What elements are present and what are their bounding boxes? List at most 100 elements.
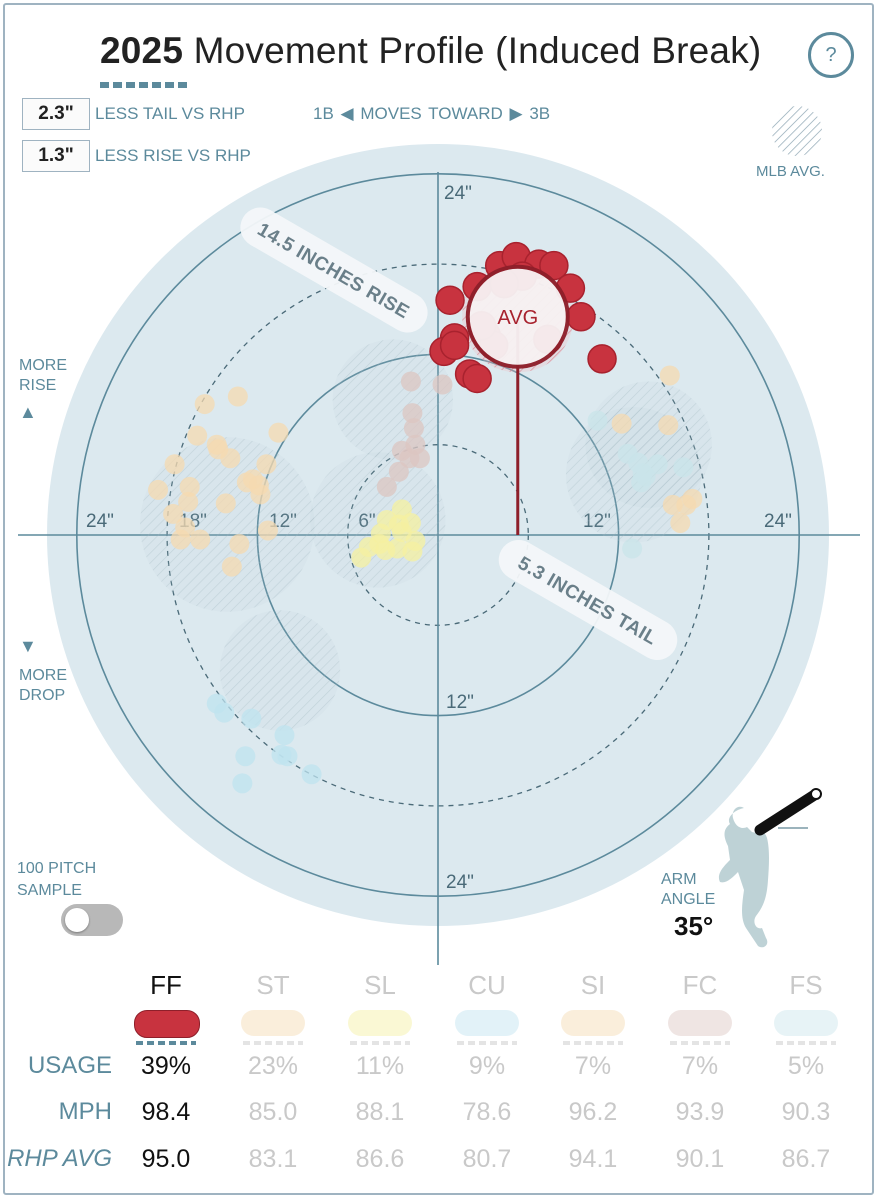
point-st <box>229 534 250 555</box>
mlb-avg-hatch-icon <box>772 106 822 156</box>
usage-cu: 9% <box>468 1052 506 1080</box>
point-fc <box>400 371 421 392</box>
point-cu <box>232 773 253 794</box>
toggle-knob <box>65 908 89 932</box>
point-si <box>670 512 691 533</box>
title-underline <box>100 82 190 88</box>
rhp-avg-fc: 90.1 <box>675 1145 725 1173</box>
point-fc <box>388 461 409 482</box>
arm-tip <box>810 788 822 800</box>
mph-sl: 88.1 <box>355 1098 405 1126</box>
tail-annotation-bg <box>498 540 678 660</box>
moves-toward-label: 1B ◀ MOVES TOWARD ▶ 3B <box>313 104 550 124</box>
point-ff <box>566 302 596 332</box>
arrow-right-icon: ▶ <box>509 104 523 123</box>
point-sl <box>400 512 421 533</box>
point-ff <box>587 344 617 374</box>
point-st <box>215 493 236 514</box>
pitch-header-fs[interactable]: FS <box>789 970 823 1000</box>
row-label-usage: USAGE <box>27 1052 112 1079</box>
point-ff <box>439 330 470 361</box>
rhp-avg-cu: 80.7 <box>462 1145 512 1173</box>
point-st <box>163 503 184 524</box>
more-rise-label: MORE RISE ▲ <box>19 357 67 422</box>
pitch-pill-underline <box>243 1041 303 1045</box>
moves-left-label: 1B <box>313 104 334 123</box>
pitch-pill-st[interactable] <box>241 1010 305 1036</box>
region-cu <box>219 610 341 731</box>
point-st <box>208 439 229 460</box>
rise-annotation-bg <box>240 207 428 333</box>
point-st <box>236 472 257 493</box>
title-text: Movement Profile (Induced Break) <box>193 30 762 71</box>
help-icon[interactable]: ? <box>808 32 854 78</box>
point-st <box>194 394 215 415</box>
usage-sl: 11% <box>355 1052 405 1080</box>
rise-diff-value: 1.3" <box>22 140 90 172</box>
point-st <box>257 520 278 541</box>
rhp-avg-si: 94.1 <box>568 1145 618 1173</box>
point-si <box>659 365 680 386</box>
tail-diff-label: LESS TAIL VS RHP <box>95 104 245 123</box>
pitch-pill-ff[interactable] <box>134 1010 200 1038</box>
ring-label-right_outer: 24" <box>764 511 792 532</box>
point-si <box>658 415 679 436</box>
mph-fc: 93.9 <box>675 1098 725 1126</box>
arm-angle-label: ARM ANGLE <box>661 871 716 908</box>
pitch-header-ff[interactable]: FF <box>150 970 182 1000</box>
arm-line <box>754 788 822 836</box>
triangle-down-icon: ▼ <box>19 636 37 656</box>
pitch-pill-fc[interactable] <box>668 1010 732 1036</box>
point-sl <box>402 541 423 562</box>
point-fs <box>617 443 638 464</box>
mph-fs: 90.3 <box>781 1098 831 1126</box>
point-cu <box>235 746 256 767</box>
point-st <box>187 425 208 446</box>
pitch-pill-underline <box>563 1041 623 1045</box>
pitch-pill-cu[interactable] <box>455 1010 519 1036</box>
pitch-pill-fs[interactable] <box>774 1010 838 1036</box>
pitch-pill-sl[interactable] <box>348 1010 412 1036</box>
point-ff <box>462 363 492 394</box>
pitch-header-cu[interactable]: CU <box>468 970 506 1000</box>
point-fs <box>647 454 668 475</box>
rhp-avg-st: 83.1 <box>248 1145 298 1173</box>
point-st <box>178 491 199 512</box>
point-st <box>190 529 211 550</box>
point-st <box>148 479 169 500</box>
rhp-avg-fs: 86.7 <box>781 1145 831 1173</box>
point-cu <box>277 746 298 767</box>
pitch-header-si[interactable]: SI <box>580 970 606 1000</box>
pitch-header-fc[interactable]: FC <box>682 970 718 1000</box>
point-st <box>256 454 277 475</box>
usage-st: 23% <box>247 1052 299 1080</box>
pitch-header-sl[interactable]: SL <box>364 970 396 1000</box>
mph-st: 85.0 <box>248 1098 298 1126</box>
pitcher-body <box>718 806 769 948</box>
pitch-header-st[interactable]: ST <box>256 970 290 1000</box>
point-fc <box>403 418 424 439</box>
point-st <box>221 556 242 577</box>
point-sl <box>375 540 396 561</box>
tail-diff-value: 2.3" <box>22 98 90 130</box>
ring-label-left_outer: 24" <box>86 511 114 532</box>
pitch-sample-toggle[interactable] <box>61 904 123 936</box>
pitch-pill-si[interactable] <box>561 1010 625 1036</box>
moves-right-label: 3B <box>529 104 551 123</box>
point-si <box>682 488 703 509</box>
point-cu <box>274 725 295 746</box>
usage-ff: 39% <box>140 1052 192 1080</box>
point-fc <box>402 403 423 424</box>
pitch-pill-underline <box>776 1041 836 1045</box>
point-st <box>170 529 191 550</box>
usage-fs: 5% <box>787 1052 825 1080</box>
point-fs <box>673 457 694 478</box>
mph-cu: 78.6 <box>462 1098 512 1126</box>
point-sl <box>370 523 391 544</box>
rise-diff-label: LESS RISE VS RHP <box>95 146 251 165</box>
triangle-up-icon: ▲ <box>19 402 37 422</box>
arrow-left-icon: ◀ <box>340 104 354 123</box>
pitch-pill-underline <box>136 1041 196 1045</box>
point-fs <box>587 410 608 431</box>
